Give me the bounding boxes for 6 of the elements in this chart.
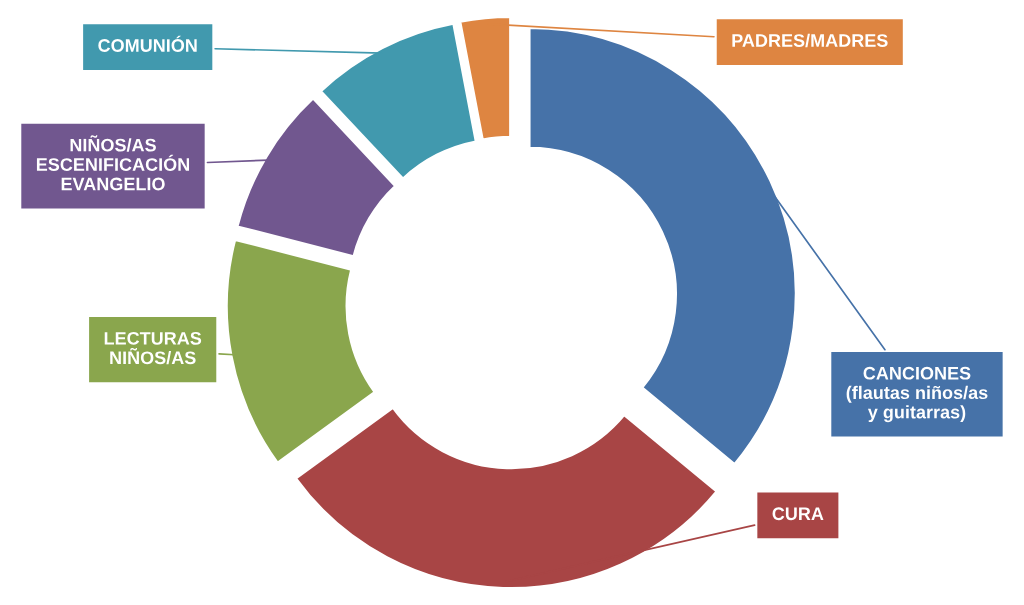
slice-label: CURA	[772, 507, 824, 521]
slice-label: PADRES/MADRES	[732, 33, 888, 48]
slice-label: CANCIONES (flautas niños/as y guitarras)	[846, 366, 988, 423]
slice-label: LECTURAS NIÑOS/AS	[104, 331, 202, 365]
slice-label: COMUNIÓN	[98, 35, 197, 52]
slice-label: NIÑOS/AS ESCENIFICACIÓN EVANGELIO	[36, 135, 190, 191]
